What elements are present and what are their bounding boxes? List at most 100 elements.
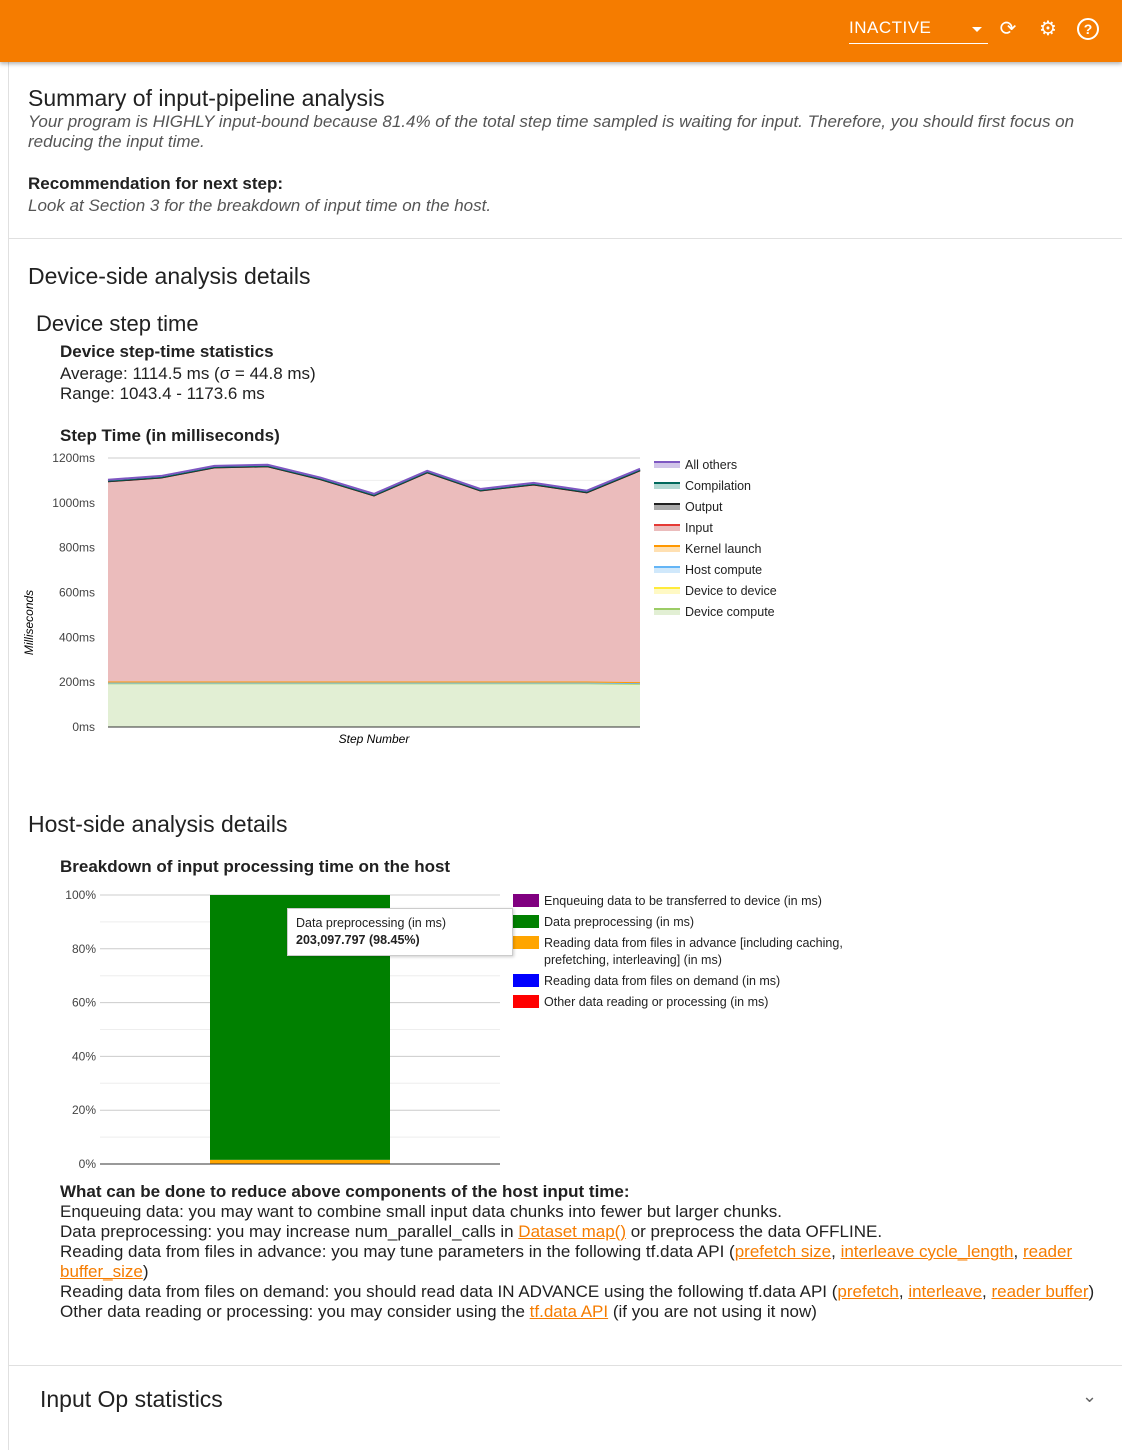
legend-swatch [654,545,680,552]
legend-item: Other data reading or processing (in ms) [513,994,843,1011]
line-all-others [107,463,641,495]
advice-title: What can be done to reduce above compone… [60,1182,630,1201]
dropdown-arrow-icon [972,27,982,32]
text: Reading data from files in advance: you … [60,1242,735,1261]
tooltip-value: 203,097.797 (98.45%) [296,933,420,947]
legend-label: All others [685,457,738,472]
settings-gear-icon[interactable]: ⚙ [1039,18,1057,40]
top-bar: INACTIVE ⟳ ⚙ ? [0,0,1122,62]
y-tick-label: 400ms [59,630,95,644]
bar-segment [210,1159,390,1164]
stats-title: Device step-time statistics [60,342,274,361]
tfdata-api-link[interactable]: tf.data API [529,1302,609,1321]
y-tick-label: 200ms [59,675,95,689]
legend-item: Output [654,496,777,517]
run-selector[interactable]: INACTIVE [849,18,988,44]
summary-title: Summary of input-pipeline analysis [28,85,385,111]
host-legend: Enqueuing data to be transferred to devi… [513,893,843,1015]
dataset-map-link[interactable]: Dataset map() [518,1222,626,1241]
help-icon[interactable]: ? [1077,18,1099,40]
host-breakdown-chart: 0% 20% 40% 60% 80% 100% [65,888,500,1170]
legend-item: Enqueuing data to be transferred to devi… [513,893,843,910]
refresh-icon[interactable]: ⟳ [999,18,1017,40]
chart-tooltip: Data preprocessing (in ms) 203,097.797 (… [287,908,513,956]
advice-block: What can be done to reduce above compone… [60,1182,1100,1322]
y-tick-label: 1000ms [52,496,95,510]
text: Data preprocessing: you may increase num… [60,1222,519,1241]
interleave-cycle-length-link[interactable]: interleave cycle_length [840,1242,1014,1261]
host-chart-title: Breakdown of input processing time on th… [60,857,451,876]
prefetch-link[interactable]: prefetch [837,1282,899,1301]
y-axis-label: Milliseconds [22,590,36,655]
legend-label: Reading data from files on demand (in ms… [544,974,781,988]
legend-swatch [513,974,539,987]
stats-average: Average: 1114.5 ms (σ = 44.8 ms) [60,364,316,383]
line-kernel-launch [108,680,641,684]
legend-swatch [654,587,680,594]
recommendation-text: Look at Section 3 for the breakdown of i… [28,196,492,215]
legend-item: Reading data from files in advance [incl… [513,935,843,969]
legend-swatch [654,503,680,510]
legend-label: Data preprocessing (in ms) [544,915,695,929]
interleave-link[interactable]: interleave [908,1282,983,1301]
summary-text: Your program is HIGHLY input-bound becau… [28,112,1075,151]
y-tick-label: 0ms [72,720,95,734]
legend-label: Host compute [685,562,763,577]
y-tick-label: 800ms [59,541,95,555]
reader-buffer-size-link[interactable]: reader buffer_size [60,1242,1073,1281]
legend-item: All others [654,454,777,475]
recommendation-label: Recommendation for next step: [28,174,284,193]
legend-item: Data preprocessing (in ms) [513,914,843,931]
text: Other data reading or processing: you ma… [60,1302,530,1321]
legend-swatch [513,915,539,928]
text: (if you are not using it now) [608,1302,817,1321]
chevron-down-icon[interactable]: ⌄ [1082,1386,1098,1406]
legend-item: Kernel launch [654,538,777,559]
area-device-compute [108,683,640,727]
legend-item: Compilation [654,475,777,496]
prefetch-size-link[interactable]: prefetch size [734,1242,832,1261]
legend-label: Device compute [685,604,775,619]
legend-item: Reading data from files on demand (in ms… [513,973,843,990]
legend-label: Reading data from files in advance [incl… [544,936,843,967]
legend-swatch [654,566,680,573]
legend-item: Host compute [654,559,777,580]
legend-swatch [654,482,680,489]
y-tick-label: 0% [79,1157,97,1170]
y-tick-label: 600ms [59,586,95,600]
legend-label: Input [685,520,713,535]
legend-label: Device to device [685,583,777,598]
legend-label: Output [685,499,723,514]
y-tick-label: 100% [65,888,96,902]
advice-enqueue: Enqueuing data: you may want to combine … [60,1202,782,1221]
advice-other: Other data reading or processing: you ma… [60,1302,1100,1322]
legend-swatch [513,936,539,949]
tooltip-label: Data preprocessing (in ms) [296,916,447,930]
page-border [8,62,9,1450]
step-time-legend: All others Compilation Output Input Kernel l… [654,454,777,622]
x-axis-label: Step Number [339,732,411,746]
advice-preprocessing: Data preprocessing: you may increase num… [60,1222,1100,1242]
device-step-time-title: Device step time [36,311,199,336]
reader-buffer-link[interactable]: reader buffer [991,1282,1089,1301]
legend-item: Device to device [654,580,777,601]
run-selector-value: INACTIVE [849,18,932,37]
text: or preprocess the data OFFLINE. [626,1222,883,1241]
legend-item: Input [654,517,777,538]
legend-swatch [513,995,539,1008]
legend-label: Other data reading or processing (in ms) [544,995,769,1009]
area-input [108,466,640,683]
text: Reading data from files on demand: you s… [60,1282,838,1301]
host-title: Host-side analysis details [28,811,288,837]
y-tick-label: 60% [72,996,96,1010]
legend-swatch [654,608,680,615]
input-op-title: Input Op statistics [40,1386,223,1412]
input-op-panel[interactable]: Input Op statistics ⌄ [8,1365,1122,1450]
legend-swatch [654,461,680,468]
legend-label: Enqueuing data to be transferred to devi… [544,894,822,908]
step-time-chart: 0ms 200ms 400ms 600ms 800ms 1000ms 1200ms Step … [22,451,641,746]
step-time-chart-title: Step Time (in milliseconds) [60,426,280,445]
y-tick-label: 40% [72,1049,96,1063]
y-tick-label: 1200ms [52,451,95,465]
device-title: Device-side analysis details [28,263,311,289]
